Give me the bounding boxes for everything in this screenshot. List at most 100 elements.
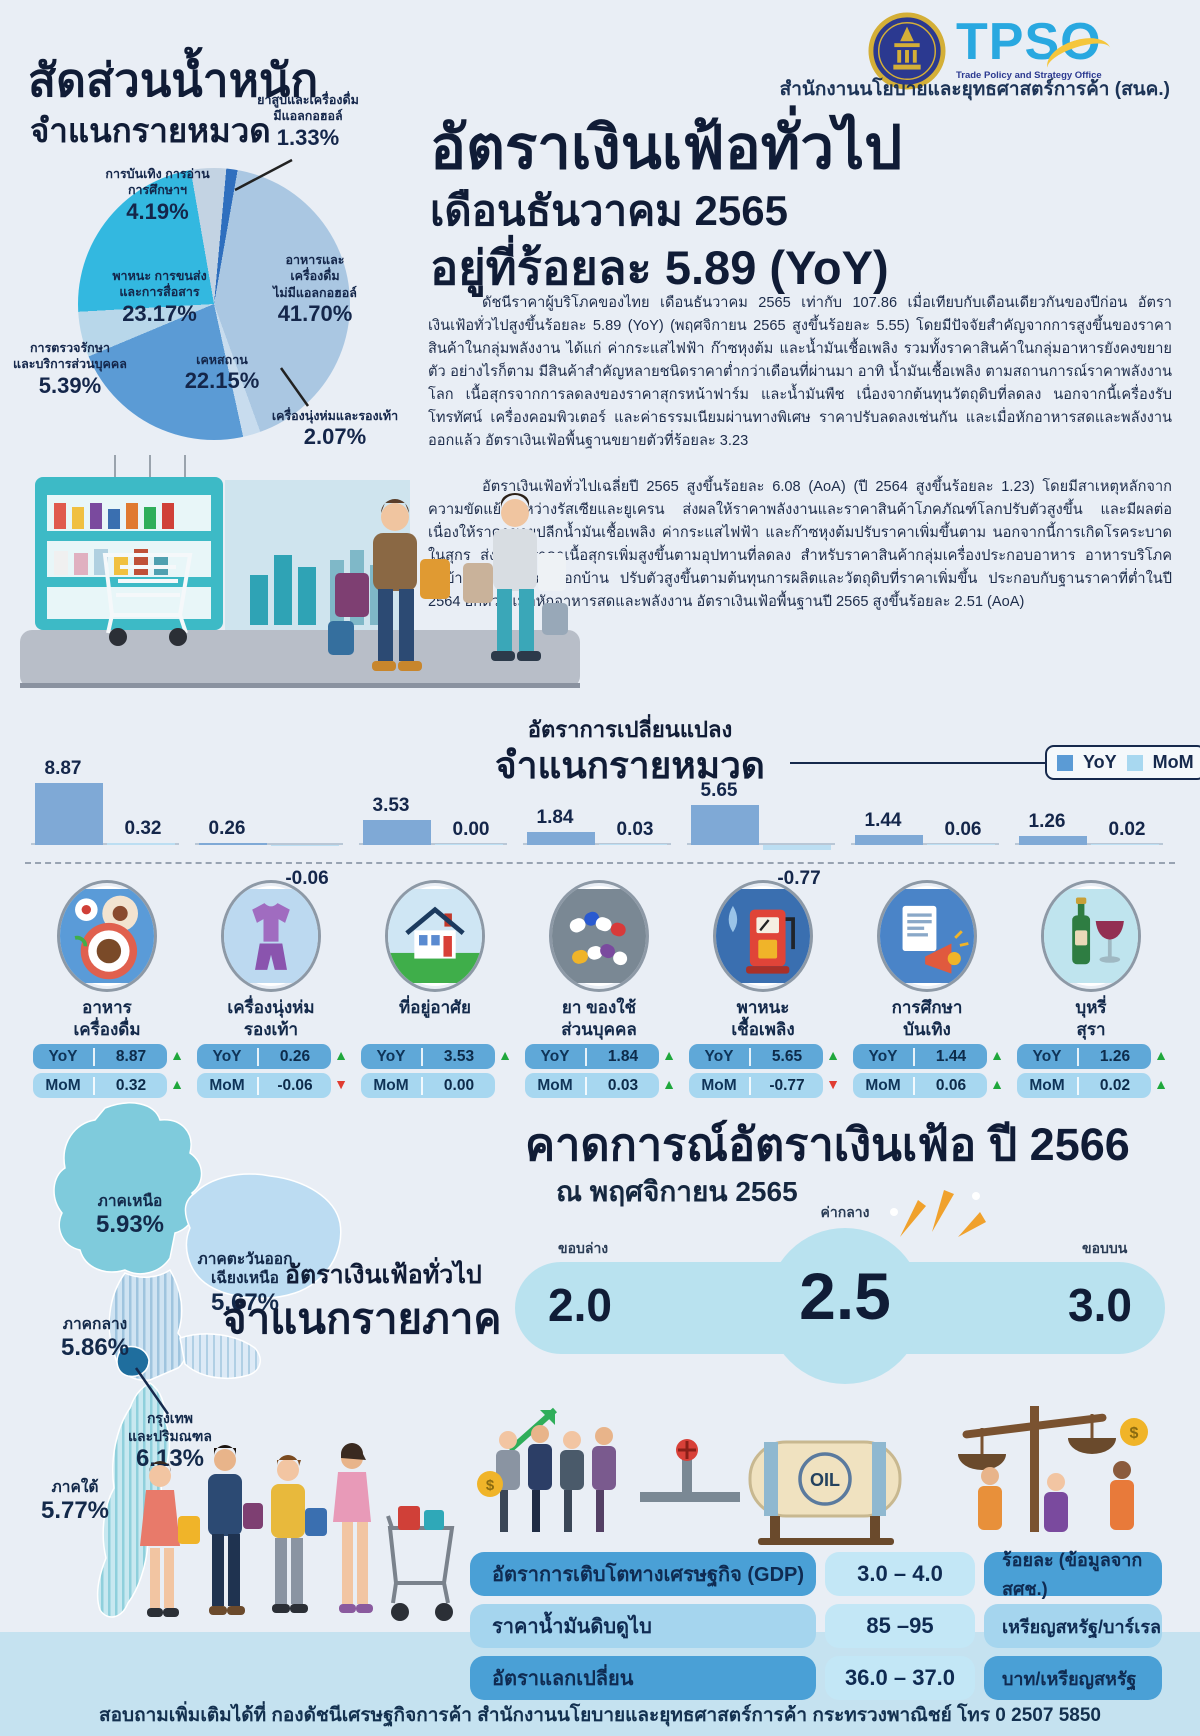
mom-bar <box>435 844 503 845</box>
pie-title-line2: จำแนกรายหมวด <box>30 112 271 149</box>
map-region-bangkok <box>116 1345 150 1378</box>
mom-row: MoM -0.77 ▼ <box>689 1073 840 1098</box>
mom-bar <box>599 844 667 845</box>
assumption-label: อัตราแลกเปลี่ยน <box>470 1656 816 1700</box>
category-card-housing: ที่อยู่อาศัย YoY 3.53 ▲ MoM 0.00 <box>353 880 517 1102</box>
yoy-row: YoY 3.53 ▲ <box>361 1044 512 1069</box>
region-title-line1: อัตราเงินเฟ้อทั่วไป <box>285 1261 482 1289</box>
yoy-row: YoY 1.26 ▲ <box>1017 1044 1168 1069</box>
forecast-mid-circle <box>767 1228 923 1384</box>
map-label-northeast: ภาคตะวันออก เฉียงเหนือ 5.67% <box>197 1251 293 1316</box>
yoy-legend-swatch <box>1057 754 1073 771</box>
mom-legend-label: MoM <box>1152 752 1194 772</box>
trend-arrow-icon: ▲ <box>498 1047 512 1063</box>
page-subtitle-month: เดือนธันวาคม 2565 <box>430 187 788 234</box>
mom-bar <box>763 845 831 851</box>
forecast-asof: ณ พฤศจิกายน 2565 <box>556 1176 798 1207</box>
yoy-bar <box>855 834 923 845</box>
mom-row: MoM 0.32 ▲ <box>33 1073 184 1098</box>
yoy-value-label: 5.65 <box>700 780 738 802</box>
mom-value-label: 0.06 <box>944 819 982 840</box>
forecast-lower-value: 2.0 <box>548 1279 612 1331</box>
mom-row: MoM -0.06 ▼ <box>197 1073 348 1098</box>
tobacco-alcohol-icon <box>1041 880 1141 992</box>
trend-arrow-icon: ▲ <box>1154 1076 1168 1092</box>
mom-value-label: -0.06 <box>285 868 329 889</box>
clothing-footwear-icon <box>221 880 321 992</box>
forecast-upper-label: ขอบบน <box>1082 1240 1128 1256</box>
tpso-tagline: Trade Policy and Strategy Office <box>956 70 1102 81</box>
bar-group-clothing: 0.26 -0.06 <box>189 740 353 890</box>
mom-bar <box>1091 844 1159 845</box>
yoy-row: YoY 8.87 ▲ <box>33 1044 184 1069</box>
change-bar-chart: 8.87 0.32 0.26 -0.06 3.53 0.00 1.84 0.03 5.6… <box>25 740 1175 890</box>
category-card-clothing: เครื่องนุ่งห่ม รองเท้า YoY 0.26 ▲ MoM -0.06 ▼ <box>189 880 353 1102</box>
trend-arrow-icon: ▲ <box>170 1076 184 1092</box>
trend-arrow-icon: ▲ <box>662 1076 676 1092</box>
category-card-medicine: ยา ของใช้ ส่วนบุคคล YoY 1.84 ▲ MoM 0.03 ▲ <box>517 880 681 1102</box>
forecast-upper-value: 3.0 <box>1068 1279 1132 1331</box>
pie-label-leisure: การบันเทิง การอ่าน การศึกษาฯ 4.19% <box>105 167 210 224</box>
mom-bar <box>927 844 995 845</box>
headline-rate: อยู่ที่ร้อยละ 5.89 (YoY) <box>430 241 889 294</box>
trend-arrow-icon: ▼ <box>334 1076 348 1092</box>
assumption-label: ราคาน้ำมันดิบดูไบ <box>470 1604 816 1648</box>
mom-row: MoM 0.00 <box>361 1073 495 1098</box>
body-paragraph-1: ดัชนีราคาผู้บริโภคของไทย เดือนธันวาคม 25… <box>428 295 1172 449</box>
forecast-title: คาดการณ์อัตราเงินเฟ้อ ปี 2566 <box>525 1119 1130 1170</box>
forecast-mid-label: ค่ากลาง <box>820 1204 870 1220</box>
pie-label-housing: เคหสถาน 22.15% <box>184 353 260 394</box>
trend-arrow-icon: ▲ <box>334 1047 348 1063</box>
yoy-value-label: 8.87 <box>44 757 82 779</box>
yoy-value-label: 0.26 <box>208 818 246 840</box>
mom-value-label: 0.03 <box>616 819 654 840</box>
vehicle-fuel-icon <box>713 880 813 992</box>
title-rule-line <box>790 762 1175 764</box>
pie-label-food: อาหารและ เครื่องดื่ม ไม่มีแอลกอฮอล์ 41.70% <box>273 253 357 326</box>
footer-contact: สอบถามเพิ่มเติมได้ที่ กองดัชนีเศรษฐกิจกา… <box>99 1705 1101 1726</box>
yoy-value-label: 1.44 <box>864 809 902 831</box>
trend-arrow-icon: ▼ <box>826 1076 840 1092</box>
tpso-logo: TPSO Trade Policy and Strategy Office <box>868 12 1116 90</box>
bar-group-food: 8.87 0.32 <box>25 740 189 890</box>
housing-icon <box>385 880 485 992</box>
thailand-region-map <box>53 1102 342 1618</box>
map-region-south <box>96 1382 171 1618</box>
mom-row: MoM 0.06 ▲ <box>853 1073 1004 1098</box>
pie-label-tobacco: ยาสูบและเครื่องดื่ม มีแอลกอฮอล์ 1.33% <box>257 93 359 150</box>
bar-group-vehicle: 5.65 -0.77 <box>681 740 845 890</box>
page-title: อัตราเงินเฟ้อทั่วไป <box>430 114 903 181</box>
trend-arrow-icon: ▲ <box>170 1047 184 1063</box>
assumption-label: อัตราการเติบโตทางเศรษฐกิจ (GDP) <box>470 1552 816 1596</box>
map-label-central: ภาคกลาง 5.86% <box>60 1316 130 1362</box>
map-label-north: ภาคเหนือ 5.93% <box>95 1193 165 1239</box>
bar-group-medicine: 1.84 0.03 <box>517 740 681 890</box>
chart-legend: YoY MoM <box>1045 745 1200 780</box>
sparkle-icon <box>890 1190 986 1237</box>
assumption-unit: เหรียญสหรัฐ/บาร์เรล <box>984 1604 1162 1648</box>
trend-arrow-icon: ▲ <box>990 1047 1004 1063</box>
map-label-south: ภาคใต้ 5.77% <box>40 1479 110 1525</box>
category-card-food: อาหาร เครื่องดื่ม YoY 8.87 ▲ MoM 0.32 ▲ <box>25 880 189 1102</box>
assumption-value: 36.0 – 37.0 <box>825 1656 975 1700</box>
org-name: สำนักงานนโยบายและยุทธศาสตร์การค้า (สนค.) <box>779 79 1170 100</box>
map-region-northeast <box>184 1173 342 1299</box>
category-card-education: การศึกษา บันเทิง YoY 1.44 ▲ MoM 0.06 ▲ <box>845 880 1009 1102</box>
assumption-row-gdp: อัตราการเติบโตทางเศรษฐกิจ (GDP) 3.0 – 4.… <box>470 1550 1162 1599</box>
mom-value-label: 0.00 <box>452 819 490 840</box>
mom-row: MoM 0.03 ▲ <box>525 1073 676 1098</box>
category-card-alcohol: บุหรี่ สุรา YoY 1.26 ▲ MoM 0.02 ▲ <box>1009 880 1173 1102</box>
yoy-value-label: 1.84 <box>536 807 574 829</box>
pie-title-line1: สัดส่วนน้ำหนัก <box>28 54 319 106</box>
svg-text:$: $ <box>1130 1425 1139 1442</box>
assumption-row-oil: ราคาน้ำมันดิบดูไบ 85 –95 เหรียญสหรัฐ/บาร… <box>470 1604 1162 1648</box>
mom-value-label: 0.32 <box>124 817 162 839</box>
tpso-wordmark: TPSO <box>956 16 1116 87</box>
bar-group-education: 1.44 0.06 <box>845 740 1009 890</box>
ministry-crest-icon <box>868 12 946 90</box>
trend-arrow-icon: ▲ <box>990 1076 1004 1092</box>
barchart-title-line2: จำแนกรายหมวด <box>495 745 765 786</box>
food-beverage-icon <box>57 880 157 992</box>
trend-arrow-icon: ▲ <box>826 1047 840 1063</box>
supermarket-illustration <box>20 455 580 688</box>
